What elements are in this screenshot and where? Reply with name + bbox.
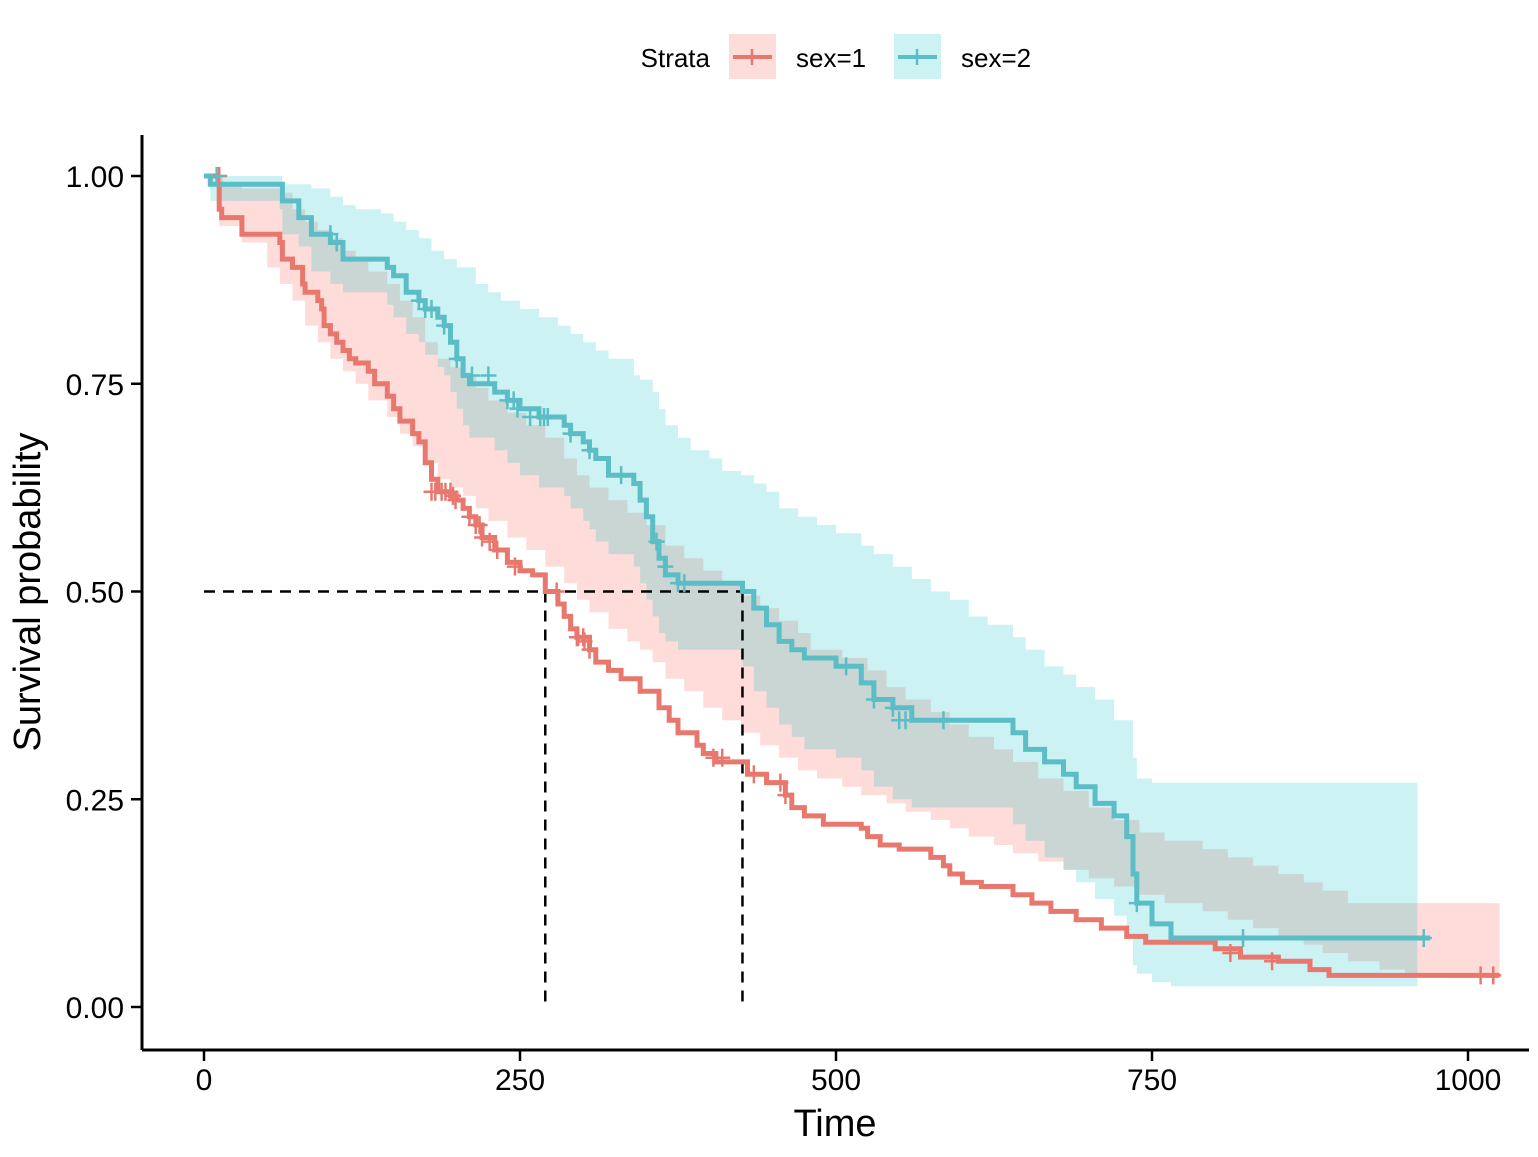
censor-mark-sex1 [445, 486, 462, 505]
ci-ribbon-sex2 [204, 176, 1418, 987]
censor-mark-sex2 [897, 711, 914, 730]
censor-mark-sex2 [865, 690, 882, 709]
censor-mark-sex2 [562, 424, 579, 443]
y-tick-label: 1.00 [66, 161, 124, 194]
censor-mark-sex2 [509, 399, 526, 418]
censor-mark-sex2 [1235, 929, 1252, 948]
y-tick-label: 0.25 [66, 784, 124, 817]
y-tick-label: 0.75 [66, 369, 124, 402]
x-tick-label: 750 [1127, 1064, 1177, 1097]
censor-mark-sex2 [1415, 929, 1432, 948]
survival-curves [204, 173, 1500, 978]
censor-mark-sex1 [447, 491, 464, 510]
censor-marks [208, 167, 1502, 985]
median-lines [204, 590, 744, 1007]
x-axis-label: Time [793, 1103, 876, 1145]
censor-mark-sex2 [448, 349, 465, 368]
censor-mark-sex2 [613, 466, 630, 485]
ci-ribbon-sex1 [204, 176, 1500, 978]
legend-label-sex2: sex=2 [961, 43, 1031, 73]
censor-mark-sex2 [436, 316, 453, 335]
censor-mark-sex2 [505, 391, 522, 410]
censor-mark-sex2 [463, 366, 480, 385]
censor-mark-sex1 [1485, 966, 1502, 985]
ci-ribbons [204, 176, 1500, 987]
censor-mark-sex1 [471, 516, 488, 535]
censor-mark-sex1 [474, 528, 491, 547]
legend-title: Strata [641, 43, 711, 73]
censor-mark-sex1 [481, 532, 498, 551]
censor-mark-sex2 [648, 532, 665, 551]
censor-mark-sex1 [745, 765, 762, 784]
censor-mark-sex2 [423, 299, 440, 318]
censor-mark-sex2 [657, 557, 674, 576]
censor-mark-sex2 [208, 167, 225, 185]
censor-mark-sex1 [581, 640, 598, 659]
censor-mark-sex2 [328, 233, 345, 252]
censor-mark-sex1 [506, 557, 523, 576]
survival-curve-sex2 [204, 173, 1431, 941]
x-tick-label: 0 [196, 1064, 213, 1097]
censor-mark-sex1 [772, 773, 789, 792]
survival-curve-sex1 [204, 173, 1500, 978]
censor-mark-sex2 [1128, 894, 1145, 913]
x-tick-label: 1000 [1435, 1064, 1502, 1097]
censor-mark-sex2 [581, 441, 598, 460]
legend-label-sex1: sex=1 [796, 43, 866, 73]
y-tick-label: 0.00 [66, 992, 124, 1025]
x-tick-label: 250 [495, 1064, 545, 1097]
x-tick-label: 500 [811, 1064, 861, 1097]
censor-mark-sex1 [548, 582, 565, 601]
censor-mark-sex1 [1222, 943, 1239, 962]
censor-mark-sex2 [935, 711, 952, 730]
censor-mark-sex1 [575, 628, 592, 647]
y-axis-label: Survival probability [7, 433, 49, 752]
x-ticks: 0 250 500 750 1000 [196, 1050, 1502, 1097]
censor-mark-sex1 [1264, 952, 1281, 971]
censor-mark-sex2 [676, 574, 693, 593]
censor-mark-sex1 [777, 786, 794, 805]
y-ticks: 0.00 0.25 0.50 0.75 1.00 [66, 161, 142, 1025]
censor-mark-sex2 [838, 657, 855, 676]
censor-mark-sex2 [539, 407, 556, 426]
censor-mark-sex1 [714, 748, 731, 767]
legend: Strata sex=1 sex=2 [641, 34, 1031, 79]
censor-mark-sex2 [884, 698, 901, 717]
censor-mark-sex2 [480, 366, 497, 385]
censor-mark-sex1 [489, 540, 506, 559]
y-tick-label: 0.50 [66, 577, 124, 610]
